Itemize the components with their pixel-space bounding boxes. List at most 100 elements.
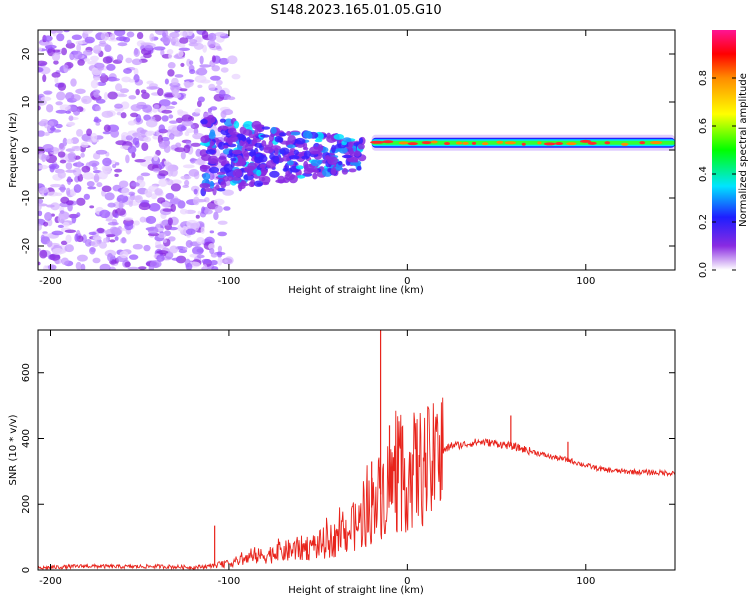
heatmap-noise-blob <box>132 243 143 250</box>
heatmap-noise-blob <box>197 96 205 103</box>
heatmap-signal-blob <box>270 145 281 151</box>
colorbar-tick-label: 0.6 <box>698 118 709 134</box>
heatmap-noise-blob <box>57 151 66 158</box>
heatmap-noise-blob <box>208 83 216 91</box>
heatmap-signal-blob <box>348 157 359 163</box>
heatmap-noise-blob <box>128 254 139 260</box>
heatmap-noise-blob <box>217 257 223 266</box>
heatmap-signal-blob <box>199 165 211 170</box>
heatmap-noise-blob <box>152 168 161 173</box>
heatmap-noise-blob <box>91 162 97 168</box>
heatmap-noise-blob <box>188 38 198 44</box>
heatmap-noise-blob <box>107 253 114 262</box>
heatmap-noise-blob <box>95 122 101 126</box>
heatmap-x-tick-label: -100 <box>218 276 241 287</box>
heatmap-noise-blob <box>76 212 81 217</box>
heatmap-signal-blob <box>314 139 323 143</box>
heatmap-noise-blob <box>92 44 102 54</box>
heatmap-noise-blob <box>65 187 71 196</box>
heatmap-noise-blob <box>133 48 140 57</box>
heatmap-noise-blob <box>198 67 207 72</box>
heatmap-signal-blob <box>256 169 262 177</box>
heatmap-signal-blob <box>263 146 271 150</box>
heatmap-signal-blob <box>207 155 219 165</box>
heatmap-noise-blob <box>107 221 119 226</box>
heatmap-signal-blob <box>288 174 298 184</box>
heatmap-line-peak <box>481 142 489 146</box>
heatmap-noise-blob <box>180 151 186 160</box>
heatmap-signal-blob <box>254 142 264 148</box>
heatmap-noise-blob <box>60 240 68 246</box>
snr-y-tick-label: 400 <box>21 429 32 448</box>
heatmap-signal-blob <box>341 154 353 159</box>
heatmap-noise-blob <box>116 194 129 203</box>
heatmap-noise-blob <box>38 261 41 266</box>
heatmap-signal-blob <box>287 134 296 144</box>
heatmap-signal-blob <box>232 168 243 178</box>
heatmap-noise-blob <box>178 47 191 52</box>
heatmap-noise-blob <box>43 90 53 95</box>
heatmap-noise-blob <box>181 120 194 127</box>
heatmap-noise-blob <box>156 254 165 262</box>
heatmap-signal-blob <box>206 114 216 124</box>
heatmap-noise-blob <box>38 203 42 211</box>
heatmap-noise-blob <box>127 120 136 126</box>
heatmap-signal-blob <box>288 155 300 160</box>
heatmap-noise-blob <box>40 96 52 102</box>
heatmap-noise-blob <box>188 169 200 177</box>
heatmap-noise-blob <box>193 42 204 50</box>
heatmap-signal-blob <box>222 175 229 182</box>
heatmap-noise-blob <box>170 203 176 213</box>
heatmap-noise-blob <box>68 115 74 122</box>
heatmap-noise-blob <box>97 66 104 71</box>
heatmap-noise-blob <box>143 244 151 252</box>
heatmap-signal-blob <box>306 167 316 173</box>
heatmap-signal-blob <box>309 146 321 155</box>
heatmap-noise-blob <box>143 52 152 59</box>
heatmap-noise-blob <box>51 52 61 62</box>
heatmap-noise-blob <box>43 221 49 227</box>
heatmap-noise-blob <box>92 257 101 264</box>
snr-y-ticks: 0 200 400 600 <box>21 363 675 573</box>
heatmap-signal-blob <box>348 141 354 148</box>
heatmap-noise-blob <box>179 37 189 44</box>
heatmap-signal-blob <box>209 180 215 190</box>
heatmap-line-peak <box>382 140 394 144</box>
heatmap-noise-blob <box>128 200 133 207</box>
heatmap-noise-blob <box>178 50 184 58</box>
heatmap-noise-blob <box>54 77 59 84</box>
colorbar-gradient <box>712 30 736 270</box>
heatmap-noise-blob <box>102 157 112 167</box>
heatmap-noise-blob <box>71 34 83 41</box>
heatmap-noise-blob <box>92 166 98 171</box>
heatmap-noise-blob <box>75 88 86 94</box>
heatmap-line-peak <box>579 139 592 143</box>
snr-x-ticks: -200 -100 0 100 <box>39 330 595 587</box>
heatmap-noise-blob <box>210 259 218 266</box>
heatmap-noise-blob <box>179 208 188 215</box>
heatmap-noise-blob <box>124 261 131 268</box>
heatmap-noise-blob <box>193 188 198 195</box>
heatmap-noise-blob <box>174 74 184 78</box>
heatmap-noise-blob <box>59 104 71 111</box>
heatmap-noise-blob <box>65 169 77 173</box>
snr-x-tick-label: -200 <box>39 576 62 587</box>
heatmap-noise-blob <box>215 79 223 86</box>
colorbar-ticks: 0.0 0.2 0.4 0.6 0.8 <box>698 70 736 278</box>
heatmap-signal-blob <box>279 147 290 155</box>
heatmap-noise-blob <box>66 176 72 186</box>
heatmap-noise-blob <box>141 92 150 100</box>
heatmap-noise-blob <box>145 119 158 128</box>
heatmap-noise-blob <box>136 32 144 40</box>
heatmap-noise-blob <box>119 88 130 94</box>
heatmap-noise-blob <box>81 165 91 173</box>
heatmap-noise-blob <box>65 148 76 152</box>
heatmap-noise-blob <box>73 50 83 60</box>
heatmap-signal-blob <box>223 163 233 173</box>
heatmap-signal-blob <box>331 144 336 154</box>
heatmap-noise-blob <box>143 114 151 121</box>
heatmap-noise-blob <box>82 49 93 56</box>
heatmap-noise-blob <box>154 188 163 196</box>
heatmap-noise-blob <box>90 132 98 142</box>
